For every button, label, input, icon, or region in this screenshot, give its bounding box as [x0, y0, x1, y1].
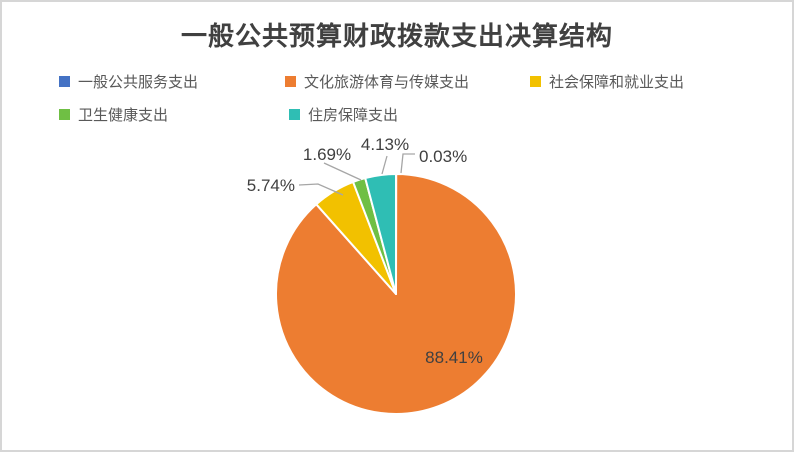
- legend-label: 社会保障和就业支出: [549, 73, 685, 91]
- pie-data-label-4: 4.13%: [361, 135, 409, 154]
- pie-data-label-0: 0.03%: [419, 147, 467, 166]
- pie-data-label-2: 5.74%: [247, 176, 295, 195]
- legend-label: 一般公共服务支出: [78, 73, 199, 91]
- pie-data-label-1: 88.41%: [425, 348, 483, 367]
- legend-label: 卫生健康支出: [78, 106, 169, 124]
- legend-item-housing-security: 住房保障支出: [289, 105, 399, 124]
- pie-slice-4: [364, 173, 397, 295]
- legend-label: 住房保障支出: [308, 106, 399, 124]
- chart-title: 一般公共预算财政拨款支出决算结构: [180, 21, 613, 51]
- leader-line-4: [381, 155, 388, 175]
- leader-line-2: [298, 183, 344, 196]
- legend-item-social-security-employment: 社会保障和就业支出: [530, 72, 685, 91]
- legend-swatch-icon: [285, 75, 296, 87]
- legend-swatch-icon: [59, 75, 70, 87]
- pie-data-label-3: 1.69%: [303, 145, 351, 164]
- legend-item-general-public-services: 一般公共服务支出: [59, 72, 199, 91]
- legend-swatch-icon: [289, 108, 300, 120]
- legend-label: 文化旅游体育与传媒支出: [304, 73, 470, 91]
- legend-swatch-icon: [530, 75, 541, 87]
- leader-line-3: [323, 162, 362, 181]
- legend-item-health: 卫生健康支出: [59, 105, 169, 124]
- leader-line-0: [400, 153, 415, 174]
- legend-swatch-icon: [59, 108, 70, 120]
- legend-item-culture-tourism-media: 文化旅游体育与传媒支出: [285, 72, 470, 91]
